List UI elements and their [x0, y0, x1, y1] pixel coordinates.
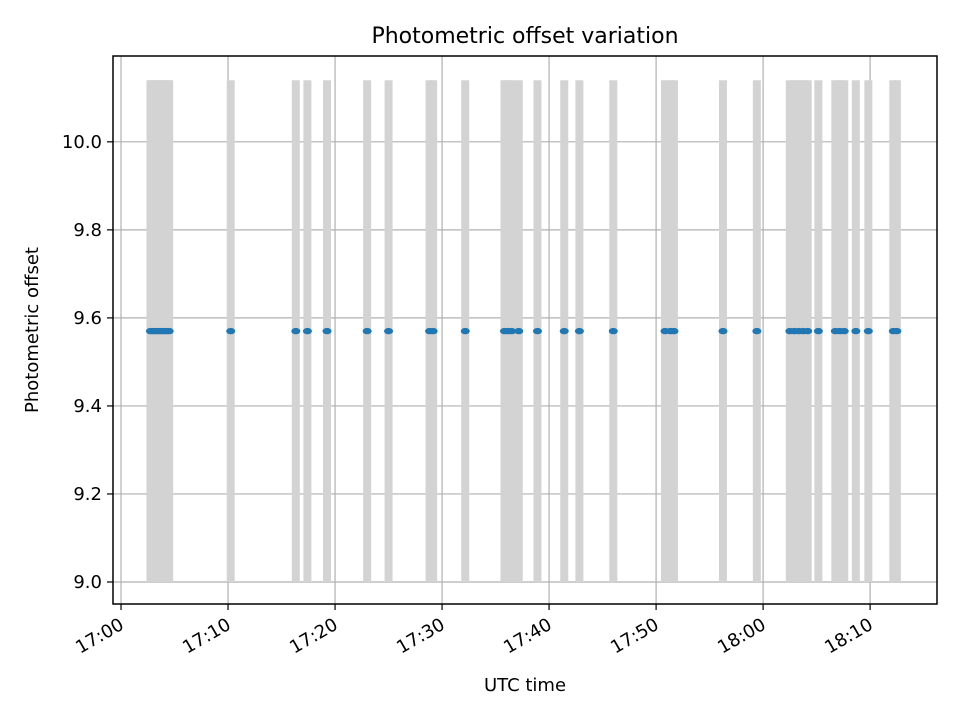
data-point: [574, 327, 584, 335]
x-tick-label: 17:40: [500, 614, 555, 658]
data-point: [851, 327, 861, 335]
data-point: [559, 327, 569, 335]
x-tick-label: 17:00: [72, 614, 127, 658]
data-point: [514, 327, 524, 335]
data-point: [384, 327, 394, 335]
y-tick-label: 10.0: [62, 132, 102, 153]
data-point: [669, 327, 679, 335]
data-point: [507, 327, 517, 335]
data-point: [322, 327, 332, 335]
data-point: [226, 327, 236, 335]
error-bar-layer: [146, 80, 901, 582]
x-tick-label: 17:50: [607, 614, 662, 658]
x-tick-layer: 17:00 17:10 17:20 17:30 17:40 17:50 18:00 18:10: [72, 604, 877, 658]
y-tick-label: 9.8: [73, 220, 102, 241]
data-point: [813, 327, 823, 335]
x-tick-label: 18:00: [714, 614, 769, 658]
x-tick-label: 17:20: [286, 614, 341, 658]
x-axis-label: UTC time: [484, 675, 566, 696]
data-point: [839, 327, 849, 335]
data-point: [302, 327, 312, 335]
data-point: [863, 327, 873, 335]
y-tick-label: 9.0: [73, 572, 102, 593]
data-point: [752, 327, 762, 335]
y-axis-label: Photometric offset: [22, 247, 43, 413]
chart-title: Photometric offset variation: [371, 24, 678, 49]
data-point: [291, 327, 301, 335]
y-tick-label: 9.2: [73, 484, 102, 505]
x-tick-label: 17:30: [393, 614, 448, 658]
data-point: [428, 327, 438, 335]
x-tick-label: 18:10: [821, 614, 876, 658]
y-tick-label: 9.6: [73, 308, 102, 329]
data-point: [164, 327, 174, 335]
data-point: [892, 327, 902, 335]
data-point: [532, 327, 542, 335]
y-tick-label: 9.4: [73, 396, 102, 417]
plot-frame: [112, 55, 938, 605]
data-point: [718, 327, 728, 335]
data-point: [608, 327, 618, 335]
data-point: [362, 327, 372, 335]
data-point: [460, 327, 470, 335]
data-point: [803, 327, 813, 335]
x-tick-label: 17:10: [179, 614, 234, 658]
data-point-layer: [145, 327, 902, 335]
y-tick-layer: 9.0 9.2 9.4 9.6 9.8 10.0: [62, 132, 113, 593]
grid-layer: [113, 56, 937, 604]
